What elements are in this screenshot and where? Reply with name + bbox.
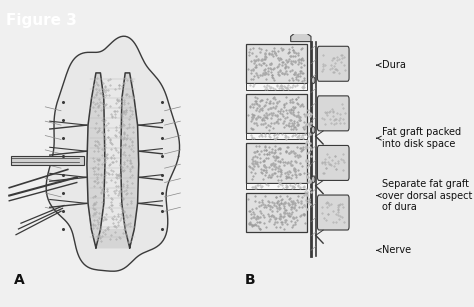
Text: Nerve: Nerve bbox=[376, 245, 411, 255]
FancyBboxPatch shape bbox=[318, 96, 349, 131]
FancyBboxPatch shape bbox=[318, 46, 349, 81]
Text: A: A bbox=[14, 273, 25, 287]
Text: Fat graft packed
into disk space: Fat graft packed into disk space bbox=[376, 127, 461, 149]
Text: Figure 3: Figure 3 bbox=[6, 13, 77, 28]
FancyBboxPatch shape bbox=[318, 195, 349, 230]
FancyBboxPatch shape bbox=[318, 146, 349, 181]
Circle shape bbox=[311, 126, 315, 133]
Polygon shape bbox=[246, 193, 307, 232]
Polygon shape bbox=[291, 29, 311, 41]
Polygon shape bbox=[246, 94, 307, 133]
Polygon shape bbox=[246, 143, 307, 182]
Text: Dura: Dura bbox=[376, 60, 406, 70]
Polygon shape bbox=[246, 133, 307, 139]
Circle shape bbox=[311, 176, 315, 183]
Polygon shape bbox=[87, 73, 139, 248]
Polygon shape bbox=[246, 83, 307, 90]
Polygon shape bbox=[246, 182, 307, 189]
Polygon shape bbox=[11, 156, 83, 165]
Text: Separate fat graft
over dorsal aspect
of dura: Separate fat graft over dorsal aspect of… bbox=[376, 179, 473, 212]
Polygon shape bbox=[246, 44, 307, 83]
Circle shape bbox=[311, 77, 315, 84]
Polygon shape bbox=[46, 36, 180, 271]
Text: B: B bbox=[245, 273, 255, 287]
